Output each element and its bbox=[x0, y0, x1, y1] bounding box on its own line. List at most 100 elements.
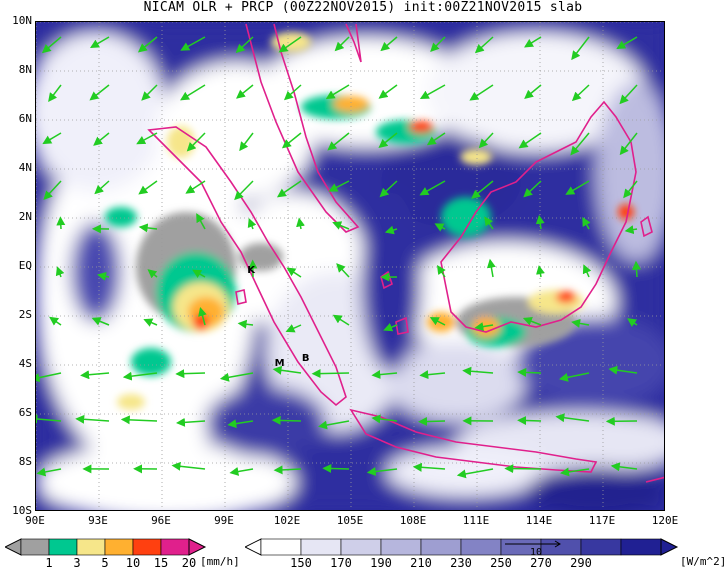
wind-arrow bbox=[296, 217, 305, 230]
colorbar-swatch bbox=[380, 538, 422, 556]
wind-arrow bbox=[469, 84, 494, 101]
wind-arrow bbox=[474, 36, 494, 54]
place-label: K bbox=[247, 264, 256, 276]
olr-unit: [W/m^2] bbox=[680, 555, 726, 568]
colorbar-swatch bbox=[20, 538, 50, 556]
wind-arrow bbox=[48, 84, 62, 102]
colorbar-swatch bbox=[300, 538, 342, 556]
lon-tick-label: 90E bbox=[25, 514, 45, 527]
reference-vector-label: 10 bbox=[530, 547, 543, 558]
wind-arrow bbox=[196, 213, 206, 230]
wind-arrow bbox=[582, 264, 592, 278]
colorbar-swatch bbox=[340, 538, 382, 556]
precip-colorbar bbox=[5, 538, 207, 556]
wind-arrow bbox=[383, 322, 398, 332]
wind-arrow bbox=[434, 223, 446, 232]
wind-arrow bbox=[227, 419, 254, 429]
wind-arrow bbox=[93, 132, 110, 146]
wind-arrow bbox=[36, 467, 62, 477]
colorbar-label: 250 bbox=[490, 556, 512, 570]
olr-field bbox=[36, 22, 664, 510]
lat-tick-label: 8S bbox=[18, 455, 32, 468]
lat-tick-label: 2N bbox=[18, 210, 32, 223]
colorbar-swatch bbox=[48, 538, 78, 556]
wind-arrow bbox=[379, 180, 398, 198]
wind-arrow bbox=[97, 271, 110, 281]
colorbar-swatch bbox=[160, 538, 190, 556]
colorbar-swatch bbox=[460, 538, 502, 556]
wind-arrow bbox=[137, 36, 158, 53]
wind-arrow bbox=[36, 372, 62, 383]
wind-arrow bbox=[90, 36, 110, 49]
wind-arrow bbox=[325, 84, 350, 100]
colorbar-label: 20 bbox=[181, 556, 197, 570]
colorbar-label: 1 bbox=[45, 556, 53, 570]
wind-arrow bbox=[239, 132, 254, 152]
wind-arrow bbox=[366, 467, 398, 476]
wind-arrow bbox=[186, 132, 206, 152]
wind-arrow bbox=[75, 414, 110, 424]
wind-arrow bbox=[619, 132, 638, 156]
lat-tick-label: 10S bbox=[12, 504, 32, 517]
place-label: B bbox=[301, 353, 310, 365]
wind-arrow bbox=[608, 365, 638, 375]
wind-arrow bbox=[412, 462, 446, 472]
lat-tick-label: 6N bbox=[18, 112, 32, 125]
wind-arrow bbox=[185, 180, 206, 194]
lon-tick-label: 99E bbox=[214, 514, 234, 527]
wind-arrow bbox=[336, 263, 350, 278]
wind-arrow bbox=[138, 223, 158, 233]
wind-arrow bbox=[610, 462, 638, 472]
wind-arrow bbox=[616, 36, 638, 50]
wind-arrow bbox=[147, 269, 158, 279]
wind-arrow bbox=[517, 416, 542, 426]
wind-arrow bbox=[334, 36, 350, 52]
wind-arrow bbox=[371, 414, 398, 424]
wind-arrow bbox=[619, 84, 638, 105]
olr-colorbar bbox=[245, 538, 679, 556]
plot-title: NICAM OLR + PRCP (00Z22NOV2015) init:00Z… bbox=[143, 0, 583, 15]
wind-arrow bbox=[623, 180, 638, 199]
colorbar-label: 210 bbox=[410, 556, 432, 570]
wind-arrow bbox=[180, 84, 206, 101]
wind-arrow bbox=[42, 132, 62, 145]
wind-arrow bbox=[285, 324, 302, 333]
wind-arrow bbox=[327, 132, 350, 151]
wind-arrow bbox=[571, 36, 590, 61]
colorbar-label: 15 bbox=[153, 556, 169, 570]
wind-arrow bbox=[471, 180, 494, 199]
wind-arrow bbox=[426, 132, 446, 146]
lat-tick-label: 4N bbox=[18, 161, 32, 174]
wind-arrow bbox=[318, 420, 350, 430]
colorbar-end bbox=[5, 538, 22, 556]
precip-field bbox=[105, 32, 634, 410]
wind-arrow bbox=[136, 132, 158, 145]
wind-arrow bbox=[176, 417, 206, 427]
colorbar-swatch bbox=[580, 538, 622, 556]
colorbar-swatch bbox=[620, 538, 662, 556]
wind-arrow bbox=[504, 464, 542, 474]
wind-arrow bbox=[429, 317, 446, 326]
lat-tick-label: 2S bbox=[18, 308, 32, 321]
wind-arrow bbox=[271, 415, 302, 425]
wind-arrow bbox=[419, 180, 446, 196]
colorbar-label: 10 bbox=[125, 556, 141, 570]
wind-arrow bbox=[138, 180, 158, 195]
wind-arrow bbox=[430, 36, 446, 52]
lon-tick-label: 120E bbox=[651, 514, 679, 527]
wind-arrow bbox=[524, 36, 542, 48]
wind-arrow bbox=[484, 216, 494, 230]
lon-tick-label: 117E bbox=[588, 514, 616, 527]
wind-arrow bbox=[332, 314, 350, 326]
wind-arrow bbox=[624, 225, 638, 235]
wind-arrow bbox=[278, 36, 302, 53]
wind-arrow bbox=[322, 464, 350, 474]
wind-arrow bbox=[171, 461, 206, 471]
wind-arrow bbox=[419, 370, 446, 380]
wind-arrow bbox=[462, 366, 494, 376]
colorbar-swatch bbox=[76, 538, 106, 556]
colorbar-end bbox=[660, 538, 679, 556]
wind-arrow bbox=[281, 132, 302, 149]
wind-arrow bbox=[328, 180, 350, 192]
lon-tick-label: 108E bbox=[399, 514, 427, 527]
